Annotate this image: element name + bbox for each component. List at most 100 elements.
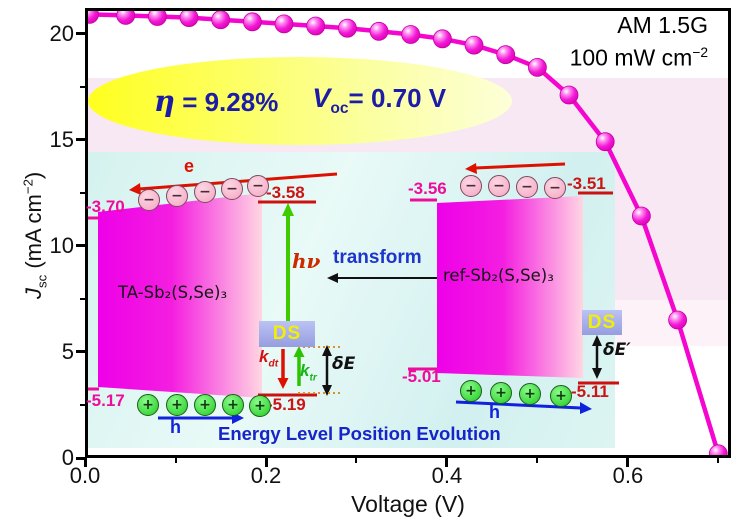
x-tick-label: 0.4 [431,463,463,488]
left-band-diagram [85,172,342,424]
hole-icon: + [249,395,271,417]
x-minor-tick [174,458,177,463]
data-point-marker [211,10,231,30]
y-major-tick [76,350,85,354]
hole-icon: + [222,394,244,416]
ktr-label: ktr [300,361,317,384]
y-minor-tick [80,85,85,88]
hole-icon: + [166,394,188,416]
electron-icon: − [247,175,269,197]
data-point-marker [274,14,294,34]
hole-icon: + [550,385,572,407]
electron-icon: − [194,181,216,203]
electron-label-left: e [184,156,195,176]
y-minor-tick [80,403,85,406]
y-major-tick [76,138,85,142]
illumination-conditions: AM 1.5G 100 mW cm−2 [570,12,708,72]
data-point-marker [148,8,167,26]
x-major-tick [83,458,87,467]
data-point-marker [179,8,199,28]
data-point-marker [242,12,262,32]
data-point-marker [559,85,579,105]
ds-box-right: DS [582,310,622,335]
vb-value-ta-left: -5.17 [86,391,125,410]
ta-material-label: TA-Sb₂(S,Se)₃ [118,283,228,302]
vb-value-ref-right: -5.11 [571,382,609,401]
voc-value: Voc= 0.70 V [312,83,447,118]
ds-box-left: DS [259,321,315,347]
energy-level-diagram [85,162,619,424]
delta-e-prime-label: δE′ [603,340,631,360]
transform-label: transform [333,247,422,268]
electron-icon: − [544,177,566,199]
vb-value-ref-left: -5.01 [402,367,441,386]
x-tick-label: 0.0 [69,463,101,488]
ref-absorber-band [437,196,583,378]
hole-icon: + [490,382,512,404]
delta-e-prime-arrow [592,335,602,379]
data-point-marker [496,45,516,65]
y-tick-label: 5 [61,338,74,364]
data-point-marker [369,21,389,41]
eta-symbol: η [153,84,175,118]
cb-value-ref-right: -3.51 [567,174,606,193]
data-point-marker [668,310,687,330]
electron-icon: − [221,178,243,200]
right-band-diagram [408,162,619,414]
electron-icon: − [166,185,188,207]
y-tick-label: 15 [49,126,74,152]
data-point-marker [708,444,728,458]
y-axis-title: Jsc (mA cm−2) [20,171,50,299]
hole-icon: + [137,394,159,416]
y-minor-tick [80,191,85,194]
electron-icon: − [488,175,510,197]
transform-arrow [327,273,455,283]
data-point-marker [595,132,615,152]
kdt-label: kdt [259,347,279,370]
efficiency-value: η = 9.28% [153,84,279,118]
cb-value-ta-right: -3.58 [266,183,305,202]
hv-label: hν [292,249,321,273]
jv-curve-line [89,12,721,455]
y-tick-label: 0 [61,445,74,470]
power-condition: 100 mW cm−2 [569,44,708,71]
y-major-tick [76,456,85,460]
kdt-arrow [277,349,289,389]
x-tick-label: 0.2 [250,463,282,488]
x-minor-tick [536,458,539,463]
y-tick-label: 20 [49,20,74,46]
cb-value-ta-left: -3.70 [86,197,125,216]
hole-drift-arrow-right [455,400,592,414]
data-point-marker [337,18,357,38]
hole-label-right: h [489,402,500,422]
data-point-marker [401,25,421,44]
vb-value-ta-right: -5.19 [267,395,306,414]
x-minor-tick [717,458,720,463]
x-major-tick [445,458,449,467]
x-tick-label: 0.6 [612,463,644,488]
y-minor-tick [80,297,85,300]
data-point-marker [306,16,326,36]
hole-icon: + [460,380,482,402]
jv-curve-plot [85,8,728,458]
x-minor-tick [355,458,358,463]
efficiency-badge-ellipse: η = 9.28% Voc= 0.70 V [88,57,512,145]
hole-icon: + [194,394,216,416]
electron-icon: − [138,189,160,211]
cb-value-ref-left: -3.56 [408,179,447,198]
ta-absorber-band [98,193,262,398]
photon-absorption-arrow [282,203,294,330]
x-major-tick [264,458,268,467]
delta-e-label: δE [332,354,356,374]
ref-material-label: ref-Sb₂(S,Se)₃ [443,266,554,285]
inset-caption: Energy Level Position Evolution [218,423,501,444]
y-major-tick [76,244,85,248]
electron-icon: − [460,175,482,197]
electron-icon: − [516,176,538,198]
am-condition: AM 1.5G [617,12,708,38]
data-point-marker [116,8,136,25]
data-point-marker [464,35,484,55]
data-point-marker [432,29,452,49]
x-axis-title: Voltage (V) [351,491,465,517]
